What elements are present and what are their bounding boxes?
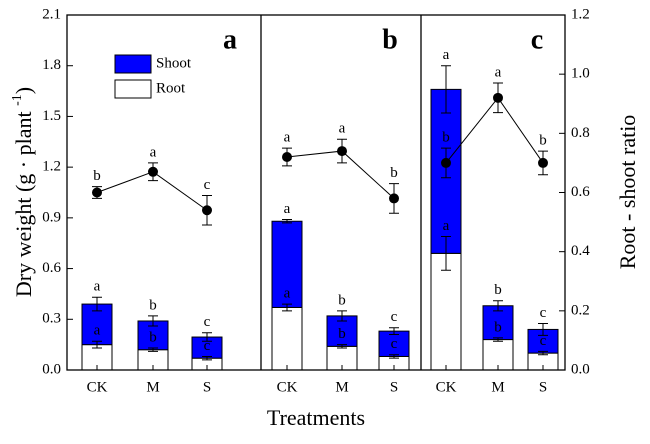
shoot-letter: c (540, 305, 547, 321)
shoot-letter: a (94, 279, 101, 295)
ratio-point (92, 187, 102, 198)
ratio-point (282, 152, 292, 162)
legend-label: Shoot (156, 55, 192, 71)
root-error (92, 340, 102, 349)
x-tick-label: CK (436, 379, 457, 395)
ratio-line (286, 150, 395, 199)
shoot-error (538, 323, 548, 336)
y-tick-label: 1.2 (42, 159, 61, 175)
legend-swatch (114, 79, 152, 99)
x-tick-label: M (146, 379, 159, 395)
shoot-error (441, 65, 451, 114)
x-tick-label: CK (87, 379, 108, 395)
y-tick-label: 1.5 (42, 108, 61, 124)
y2-tick-label: 0.4 (571, 243, 590, 259)
root-bar (271, 306, 303, 371)
ratio-letter: b (442, 130, 450, 146)
shoot-error (92, 296, 102, 312)
y2-tick-label: 1.0 (571, 66, 590, 82)
shoot-bar (482, 305, 514, 341)
plot-frame (66, 14, 566, 371)
root-letter: b (494, 319, 502, 335)
ratio-letter: a (495, 64, 502, 80)
root-letter: a (94, 323, 101, 339)
root-letter: a (443, 218, 450, 234)
y-label-text: Dry weight (g · plant (11, 106, 36, 297)
y-label-sup: -1 (10, 94, 25, 106)
panel-label: b (382, 24, 398, 55)
y-tick-label: 0.9 (42, 209, 61, 225)
ratio-letter: b (93, 168, 101, 184)
y2-tick-label: 0.8 (571, 125, 590, 141)
root-error (493, 337, 503, 342)
ratio-line (96, 171, 208, 211)
y-tick-label: 0.0 (42, 361, 61, 377)
root-letter: b (338, 326, 346, 342)
ratio-letter: a (284, 130, 291, 146)
shoot-error (389, 327, 399, 335)
y-tick-label: 0.3 (42, 311, 61, 327)
ratio-letter: a (150, 144, 157, 160)
shoot-letter: b (338, 292, 346, 308)
y-tick-label: 2.1 (42, 6, 61, 22)
root-error (148, 347, 158, 352)
ratio-point (493, 92, 503, 103)
shoot-bar (271, 220, 303, 308)
root-error (282, 303, 292, 312)
root-letter: b (149, 329, 157, 345)
x-tick-label: S (539, 379, 547, 395)
shoot-letter: c (204, 314, 211, 330)
shoot-error (337, 310, 347, 322)
shoot-error (493, 300, 503, 312)
ratio-point (389, 193, 399, 204)
shoot-letter: b (149, 297, 157, 313)
ratio-letter: b (539, 133, 547, 149)
ratio-letter: a (339, 121, 346, 137)
ratio-point (538, 157, 548, 168)
ratio-point (148, 166, 158, 177)
root-error (538, 350, 548, 356)
shoot-error (148, 315, 158, 327)
root-letter: c (204, 338, 211, 354)
x-tick-label: CK (277, 379, 298, 395)
y-tick-label: 1.8 (42, 57, 61, 73)
x-tick-label: S (390, 379, 398, 395)
ratio-point (441, 157, 451, 168)
legend-label: Root (156, 80, 186, 96)
y-label-end: ) (11, 87, 36, 94)
root-letter: c (391, 336, 398, 352)
x-axis-label: Treatments (267, 405, 365, 430)
root-bar (430, 252, 462, 371)
y2-tick-label: 0.6 (571, 184, 590, 200)
root-error (389, 354, 399, 359)
shoot-error (282, 219, 292, 224)
panel-label: a (223, 24, 237, 55)
shoot-letter: b (494, 282, 502, 298)
ratio-point (337, 146, 347, 157)
root-letter: c (540, 333, 547, 349)
y2-tick-label: 0.0 (571, 361, 590, 377)
y2-tick-label: 0.2 (571, 302, 590, 318)
root-error (202, 355, 212, 361)
y2-tick-label: 1.2 (571, 6, 590, 22)
ratio-letter: b (390, 165, 398, 181)
y-axis-label: Dry weight (g · plant -1) (10, 87, 36, 297)
shoot-letter: a (284, 201, 291, 217)
panel-label: c (531, 24, 543, 55)
root-letter: a (284, 286, 291, 302)
y-tick-label: 0.6 (42, 260, 61, 276)
ratio-point (202, 205, 212, 216)
shoot-letter: c (391, 309, 398, 325)
legend-swatch (114, 54, 152, 74)
root-error (337, 344, 347, 349)
shoot-error (202, 332, 212, 342)
shoot-letter: a (443, 47, 450, 63)
x-tick-label: M (491, 379, 504, 395)
y2-axis-label: Root - shoot ratio (615, 115, 640, 270)
x-tick-label: M (335, 379, 348, 395)
ratio-letter: c (204, 177, 211, 193)
x-tick-label: S (203, 379, 211, 395)
root-error (441, 235, 451, 271)
